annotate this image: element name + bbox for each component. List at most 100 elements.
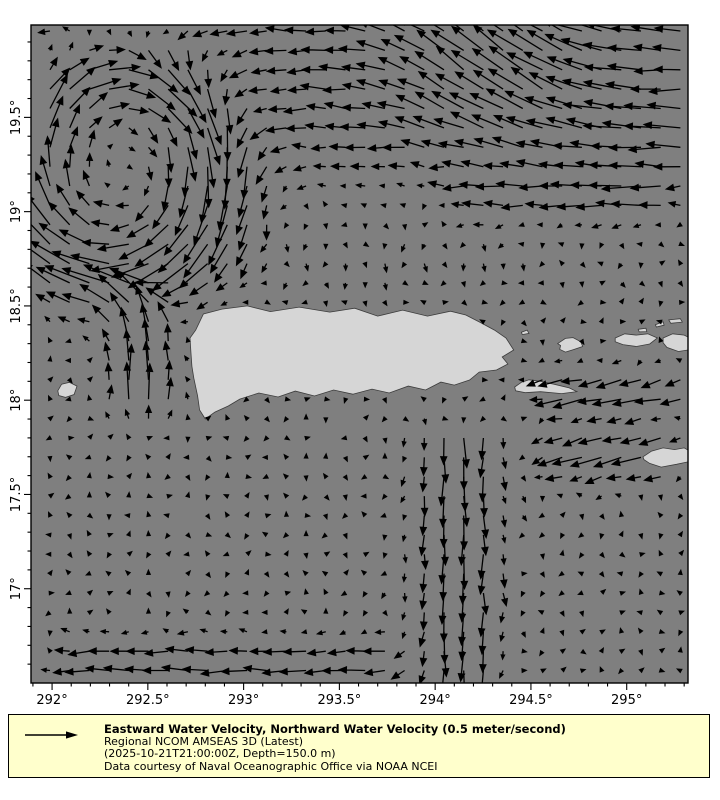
island-islet-north-c	[637, 327, 648, 333]
velocity-arrow	[518, 532, 526, 539]
velocity-arrow	[545, 116, 583, 129]
velocity-arrow	[538, 357, 545, 363]
velocity-arrow	[145, 287, 169, 303]
velocity-arrow	[362, 551, 370, 558]
velocity-arrow	[385, 25, 405, 32]
velocity-arrow	[539, 553, 545, 560]
velocity-arrow	[304, 263, 310, 272]
velocity-arrow	[48, 394, 53, 402]
velocity-arrow	[236, 127, 248, 149]
velocity-arrow	[183, 551, 190, 557]
velocity-arrow	[638, 201, 661, 209]
velocity-arrow	[678, 610, 685, 616]
velocity-arrow	[105, 455, 112, 462]
velocity-arrow	[185, 391, 190, 400]
reference-arrow-icon	[25, 731, 78, 739]
velocity-arrow	[167, 50, 180, 72]
velocity-arrow	[600, 338, 607, 344]
velocity-arrow	[185, 491, 191, 498]
velocity-arrow	[547, 25, 583, 32]
velocity-arrow	[204, 550, 211, 557]
x-axis-tick-label: 294°	[419, 693, 450, 708]
velocity-arrow	[86, 471, 92, 479]
velocity-arrow	[126, 224, 149, 239]
island-st-croix	[642, 447, 688, 468]
velocity-arrow	[619, 610, 626, 616]
velocity-arrow	[284, 396, 292, 402]
velocity-arrow	[428, 163, 445, 172]
velocity-arrow	[86, 357, 93, 364]
velocity-arrow	[518, 299, 526, 305]
velocity-arrow	[324, 396, 331, 402]
velocity-arrow	[442, 243, 448, 250]
velocity-arrow	[520, 590, 526, 598]
velocity-arrow	[263, 415, 270, 423]
velocity-arrow	[182, 608, 190, 615]
velocity-arrow	[261, 205, 269, 220]
velocity-arrow	[282, 185, 288, 193]
velocity-arrow	[638, 319, 646, 325]
velocity-arrow	[355, 39, 386, 52]
velocity-arrow	[343, 263, 349, 272]
velocity-arrow	[360, 629, 368, 635]
velocity-arrow	[300, 65, 326, 74]
land-layer	[57, 305, 688, 468]
velocity-arrow	[164, 532, 171, 540]
velocity-arrow	[185, 436, 191, 443]
velocity-arrow	[431, 90, 465, 110]
y-axis-tick-label: 18°	[9, 389, 24, 412]
velocity-arrow	[533, 398, 563, 408]
velocity-arrow	[145, 362, 154, 400]
velocity-arrow	[106, 551, 112, 559]
velocity-arrow	[225, 108, 234, 135]
velocity-arrow	[146, 510, 152, 518]
velocity-arrow	[433, 117, 464, 129]
velocity-arrow	[419, 612, 428, 631]
axis-ticks	[24, 41, 685, 690]
velocity-arrow	[148, 107, 172, 123]
velocity-arrow	[657, 511, 664, 519]
velocity-arrow	[161, 185, 169, 212]
velocity-arrow	[206, 108, 222, 146]
velocity-arrow	[165, 550, 172, 557]
velocity-arrow	[619, 437, 642, 445]
velocity-arrow	[265, 125, 287, 134]
velocity-arrow	[265, 551, 272, 557]
velocity-arrow	[481, 592, 489, 616]
velocity-arrow	[69, 126, 79, 148]
velocity-arrow	[537, 280, 544, 286]
velocity-arrow	[31, 264, 51, 284]
velocity-arrow	[419, 515, 428, 537]
velocity-arrow	[225, 414, 231, 421]
velocity-arrow	[531, 456, 543, 465]
velocity-arrow	[540, 668, 547, 674]
velocity-arrow	[144, 185, 150, 197]
velocity-arrow	[55, 183, 71, 206]
velocity-arrow	[673, 415, 681, 421]
velocity-arrow	[677, 513, 684, 520]
velocity-arrow	[552, 398, 583, 409]
velocity-arrow	[500, 319, 506, 326]
velocity-arrow	[618, 667, 625, 675]
velocity-arrow	[676, 221, 683, 228]
velocity-arrow	[239, 282, 248, 289]
velocity-arrow	[84, 454, 92, 460]
velocity-arrow	[109, 224, 130, 232]
velocity-arrow	[86, 512, 94, 519]
velocity-arrow	[380, 512, 387, 518]
velocity-arrow	[440, 280, 447, 287]
velocity-arrow	[264, 513, 272, 519]
velocity-arrow	[205, 609, 212, 616]
velocity-arrow	[463, 670, 465, 683]
velocity-arrow	[170, 299, 189, 308]
velocity-arrow	[619, 281, 626, 288]
velocity-arrow	[162, 628, 170, 634]
velocity-arrow	[86, 550, 93, 557]
velocity-arrow	[167, 127, 178, 147]
velocity-arrow	[184, 375, 191, 383]
velocity-arrow	[82, 169, 91, 187]
velocity-arrow	[559, 317, 566, 324]
velocity-arrow	[61, 292, 90, 303]
velocity-arrow	[677, 259, 684, 266]
velocity-arrow	[657, 494, 663, 501]
